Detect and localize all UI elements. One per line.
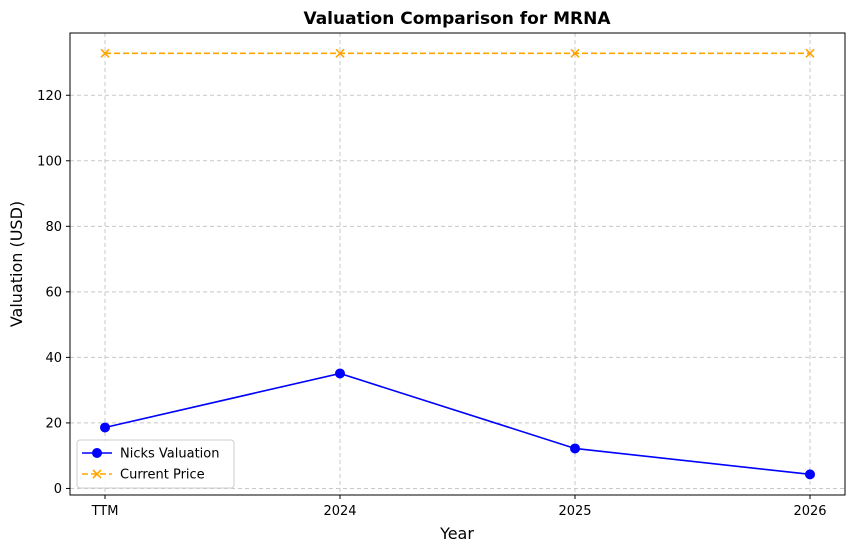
legend-label-current-price: Current Price xyxy=(120,468,205,483)
legend-box xyxy=(76,439,235,489)
legend-marker-current-price-stroke xyxy=(92,469,102,479)
current-price-point-stroke xyxy=(100,48,110,58)
y-tick-label: 40 xyxy=(45,351,62,366)
y-tick-label: 80 xyxy=(45,220,62,235)
x-tick-label: 2026 xyxy=(793,504,826,519)
legend-label-nicks-valuation: Nicks Valuation xyxy=(120,447,220,462)
nicks-valuation-point xyxy=(570,443,580,454)
legend: Nicks Valuation Current Price xyxy=(76,439,235,489)
y-tick-label: 20 xyxy=(45,416,62,431)
plot-frame xyxy=(69,32,846,496)
nicks-valuation-point xyxy=(805,469,815,480)
current-price-point-stroke xyxy=(570,48,580,58)
x-tick-label: 2024 xyxy=(323,504,356,519)
series-lines xyxy=(100,48,815,480)
current-price-point xyxy=(100,48,110,58)
y-tick-label: 60 xyxy=(45,285,62,300)
y-tick-label: 0 xyxy=(54,482,62,497)
current-price-point-stroke xyxy=(335,48,345,58)
current-price-point xyxy=(805,48,815,58)
y-tick-label: 120 xyxy=(37,89,62,104)
current-price-point-stroke xyxy=(805,48,815,58)
current-price-point xyxy=(335,48,345,58)
x-tick-label: TTM xyxy=(91,504,119,519)
grid-lines xyxy=(70,33,845,495)
x-axis-title: Year xyxy=(439,524,474,543)
legend-marker-nicks-valuation xyxy=(92,448,102,458)
current-price-point xyxy=(570,48,580,58)
legend-marker-current-price xyxy=(92,469,102,479)
nicks-valuation-point xyxy=(100,422,110,433)
x-tick-label: 2025 xyxy=(558,504,591,519)
chart-title: Valuation Comparison for MRNA xyxy=(303,9,611,29)
nicks-valuation-line xyxy=(104,372,811,476)
y-axis-title: Valuation (USD) xyxy=(7,201,26,327)
nicks-valuation-point xyxy=(335,368,345,379)
y-tick-label: 100 xyxy=(37,154,62,169)
axes: TTM 2024 2025 2026 0 20 40 60 80 100 120 xyxy=(37,89,826,519)
